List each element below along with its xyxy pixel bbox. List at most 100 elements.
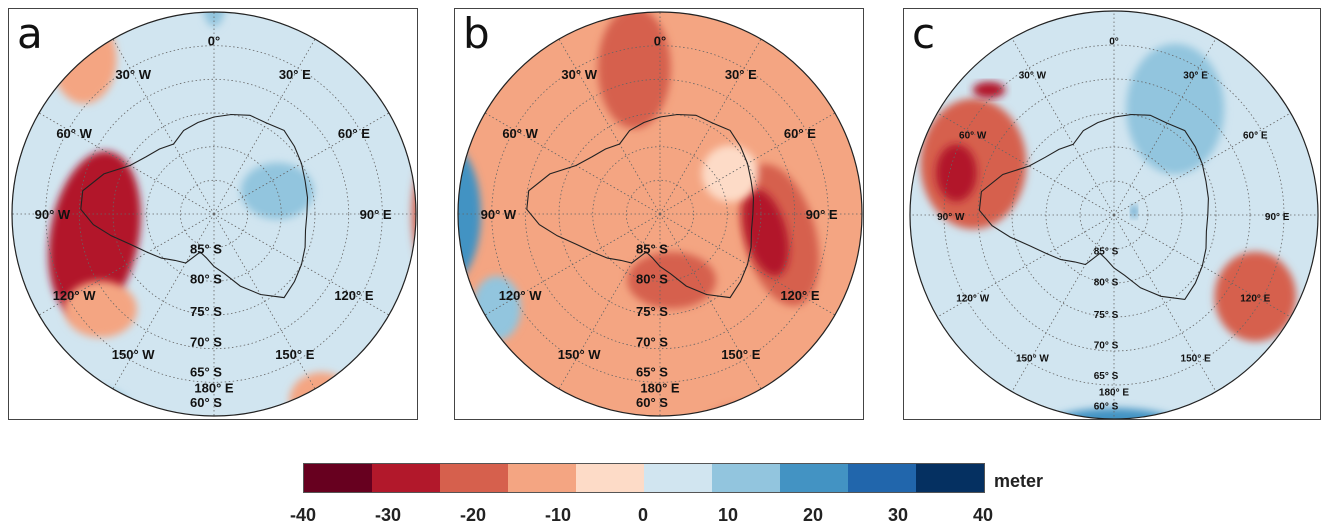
latitude-label: 65° S	[1094, 371, 1119, 382]
longitude-label: 90° E	[806, 207, 838, 222]
anomaly-contour	[1131, 205, 1138, 218]
colorbar-swatch	[848, 464, 916, 492]
anomaly-contour	[936, 144, 977, 202]
colorbar-swatch	[372, 464, 440, 492]
colorbar-tick-label: -20	[459, 505, 486, 525]
longitude-label: 30° W	[1019, 71, 1047, 82]
anomaly-contour	[1214, 251, 1297, 342]
antarctica-coastline	[526, 113, 755, 299]
colorbar-swatch	[644, 464, 712, 492]
latitude-circle	[1079, 180, 1149, 250]
meridian-line	[213, 38, 316, 215]
latitude-label: 75° S	[190, 304, 222, 319]
antarctica-coastline	[80, 113, 309, 299]
longitude-label: 180° E	[194, 381, 234, 396]
anomaly-contour	[627, 251, 717, 309]
colorbar-swatch	[712, 464, 780, 492]
anomaly-contour	[64, 280, 137, 338]
latitude-label: 70° S	[636, 334, 668, 349]
longitude-label: 30° E	[279, 67, 311, 82]
map-panel-c: c 0° 30° E 60° E 90° E 120° E 150° E 180° E 150…	[903, 8, 1321, 420]
colorbar-tick-label: 10	[717, 505, 739, 525]
longitude-label: 150° E	[721, 347, 761, 362]
latitude-circle	[1011, 112, 1217, 318]
meridian-line	[38, 213, 215, 316]
meridian-line	[112, 38, 215, 215]
antarctica-coastline	[978, 113, 1209, 300]
meridian-line	[38, 112, 215, 215]
longitude-label: 180° E	[640, 381, 680, 396]
meridian-line	[213, 213, 316, 390]
longitude-label: 120° E	[780, 288, 820, 303]
longitude-label: 120° E	[334, 288, 374, 303]
polar-map: 0° 30° E 60° E 90° E 120° E 150° E 180° E 150° …	[457, 11, 863, 417]
latitude-label: 75° S	[636, 304, 668, 319]
latitude-label: 70° S	[190, 334, 222, 349]
anomaly-contour	[743, 189, 789, 276]
colorbar-swatch	[508, 464, 576, 492]
longitude-label: 90° W	[35, 207, 71, 222]
longitude-label: 0°	[654, 33, 666, 48]
longitude-label: 150° E	[1181, 353, 1211, 364]
longitude-label: 30° W	[115, 67, 151, 82]
longitude-label: 60° E	[784, 126, 816, 141]
colorbar-tick-label: 30	[887, 505, 909, 525]
colorbar-swatch	[576, 464, 644, 492]
meridian-line	[659, 213, 762, 390]
anomaly-contour	[709, 401, 847, 416]
map-border	[457, 11, 863, 417]
polar-map: 0° 30° E 60° E 90° E 120° E 150° E 180° E 150° …	[11, 11, 417, 417]
anomaly-contour	[1126, 43, 1225, 175]
colorbar-tick-label: -40	[289, 505, 316, 525]
latitude-label: 60° S	[1094, 402, 1119, 413]
longitude-label: 60° E	[338, 126, 370, 141]
longitude-label: 90° W	[937, 212, 965, 223]
longitude-label: 60° W	[959, 130, 987, 141]
map-border	[909, 10, 1319, 419]
longitude-label: 60° W	[56, 126, 92, 141]
longitude-label: 120° W	[956, 294, 989, 305]
map-panel-a: a 0° 30° E 60° E 90° E 120° E 150° E 180° E 150…	[8, 8, 418, 420]
latitude-label: 80° S	[636, 272, 668, 287]
latitude-label: 85° S	[1094, 247, 1119, 258]
map-panel-b: b 0° 30° E 60° E 90° E 120° E 150° E 180° E 150…	[454, 8, 864, 420]
anomaly-contour	[240, 162, 314, 220]
colorbar-swatch	[916, 464, 984, 492]
longitude-label: 150° W	[1016, 353, 1049, 364]
meridian-line	[558, 213, 661, 390]
latitude-label: 65° S	[190, 365, 222, 380]
longitude-label: 60° E	[1243, 130, 1268, 141]
anomaly-contour	[1294, 313, 1311, 334]
longitude-label: 150° E	[275, 347, 315, 362]
anomaly-contour	[597, 12, 671, 129]
latitude-label: 65° S	[636, 365, 668, 380]
latitude-circle	[592, 146, 728, 282]
latitude-label: 80° S	[190, 272, 222, 287]
colorbar-tick-label: 0	[637, 505, 648, 525]
longitude-label: 60° W	[502, 126, 538, 141]
longitude-label: 30° E	[1183, 71, 1208, 82]
latitude-circle	[943, 44, 1285, 386]
colorbar-swatch	[440, 464, 508, 492]
anomaly-contour	[1303, 55, 1318, 137]
anomaly-contour	[972, 81, 1006, 99]
longitude-label: 0°	[208, 33, 220, 48]
anomaly-contour	[458, 141, 481, 287]
colorbar-unit: meter	[994, 471, 1044, 491]
meridian-line	[112, 213, 215, 390]
panel-letter: a	[17, 9, 43, 58]
longitude-label: 30° E	[725, 67, 757, 82]
latitude-label: 85° S	[636, 241, 668, 256]
colorbar-swatch	[304, 464, 372, 492]
map-border	[11, 11, 417, 417]
latitude-label: 60° S	[636, 395, 668, 410]
colorbar-tick-label: 40	[972, 505, 994, 525]
latitude-circle	[179, 179, 249, 249]
meridian-line	[484, 112, 661, 215]
latitude-label: 70° S	[1094, 341, 1119, 352]
latitude-circle	[146, 146, 282, 282]
longitude-label: 90° E	[360, 207, 392, 222]
longitude-label: 90° W	[481, 207, 517, 222]
longitude-label: 30° W	[561, 67, 597, 82]
longitude-label: 120° W	[499, 288, 543, 303]
